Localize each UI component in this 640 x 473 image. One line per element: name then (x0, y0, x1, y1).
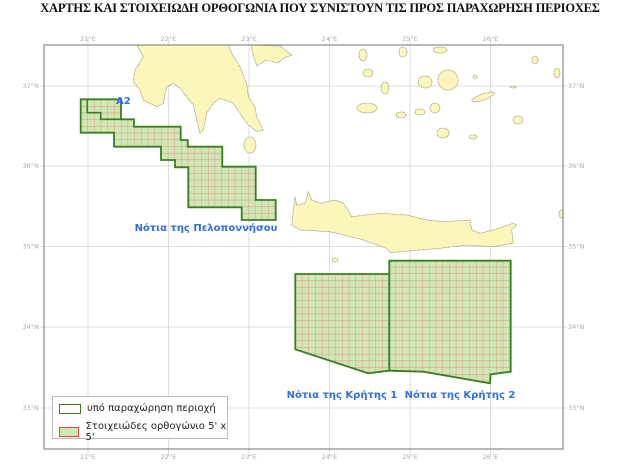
lon-tick: 24°E (322, 35, 338, 43)
kythira-island (243, 136, 257, 154)
map-title: ΧΑΡΤΗΣ ΚΑΙ ΣΤΟΙΧΕΙΩΔΗ ΟΡΘΟΓΩΝΙΑ ΠΟΥ ΣΥΝΙ… (40, 1, 600, 15)
lat-tick: 37°N (568, 82, 585, 90)
lat-tick: 34°N (568, 323, 585, 331)
crete-island (291, 190, 518, 254)
concession-swatch (59, 403, 81, 414)
legend-label: υπό παραχώρηση περιοχή (87, 403, 216, 414)
lon-tick: 26°E (483, 35, 499, 43)
cell-swatch (59, 427, 80, 437)
latitude-ticks-right: 37°N 36°N 35°N 34°N 33°N (568, 82, 585, 412)
area-crete-1 (294, 273, 391, 375)
label-a2: A2 (116, 96, 131, 107)
area-labels: A2 Νότια της Πελοποννήσου Νότια της Κρήτ… (116, 96, 515, 401)
label-crete-1: Νότια της Κρήτης 1 (287, 389, 398, 401)
legend-label: Στοιχειώδες ορθογώνιο 5' x 5' (85, 421, 227, 443)
area-a2-inner-boundary (86, 99, 121, 121)
lon-tick: 25°E (402, 35, 418, 43)
peloponnese-land (132, 44, 264, 134)
lon-tick: 21°E (80, 35, 96, 43)
lat-tick: 34°N (23, 323, 40, 331)
land (132, 44, 564, 263)
longitude-ticks-bottom: 21°E 22°E 23°E 24°E 25°E 26°E (80, 453, 498, 461)
area-peloponnese (79, 98, 277, 221)
lon-tick: 23°E (241, 35, 257, 43)
attica-land (250, 44, 293, 67)
lat-tick: 33°N (568, 404, 585, 412)
lon-tick: 24°E (322, 453, 338, 461)
longitude-ticks-top: 21°E 22°E 23°E 24°E 25°E 26°E (80, 35, 498, 43)
lon-tick: 26°E (483, 453, 499, 461)
cyclades-islands (331, 46, 564, 263)
lat-tick: 35°N (568, 243, 585, 251)
lon-tick: 22°E (161, 35, 177, 43)
legend-item-concession: υπό παραχώρηση περιοχή (59, 403, 216, 414)
area-crete-2 (388, 259, 512, 385)
legend: υπό παραχώρηση περιοχή Στοιχειώδες ορθογ… (52, 396, 228, 443)
lon-tick: 23°E (241, 453, 257, 461)
lat-tick: 36°N (23, 162, 40, 170)
lon-tick: 22°E (161, 453, 177, 461)
label-peloponnese: Νότια της Πελοποννήσου (135, 222, 278, 234)
lon-tick: 21°E (80, 453, 96, 461)
lat-tick: 35°N (23, 243, 40, 251)
concession-areas (79, 98, 512, 385)
lat-tick: 37°N (23, 82, 40, 90)
lon-tick: 25°E (402, 453, 418, 461)
lat-tick: 36°N (568, 162, 585, 170)
lat-tick: 33°N (23, 404, 40, 412)
map-frame (43, 44, 564, 450)
legend-item-cell: Στοιχειώδες ορθογώνιο 5' x 5' (59, 421, 227, 443)
latitude-ticks-left: 37°N 36°N 35°N 34°N 33°N (23, 82, 40, 412)
label-crete-2: Νότια της Κρήτης 2 (405, 389, 516, 401)
